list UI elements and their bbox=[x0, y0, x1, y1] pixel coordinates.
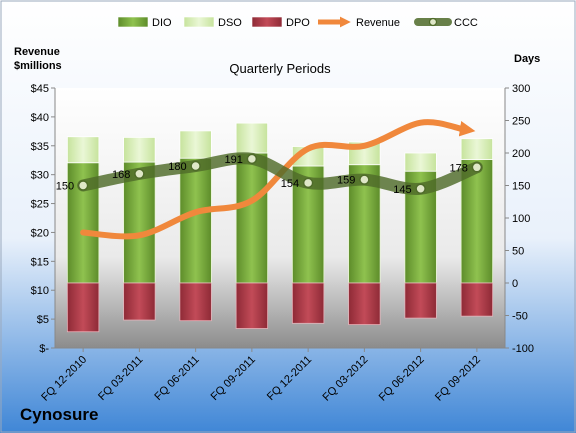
y-left-tick-label: $45 bbox=[31, 83, 49, 95]
y-right-axis: -100 -50 0 50 100 150 200 250 300 bbox=[504, 83, 534, 355]
y-right-label: Days bbox=[514, 53, 540, 65]
bar-dio bbox=[460, 159, 494, 284]
y-left-tick-label: $20 bbox=[31, 227, 49, 239]
bar-dpo bbox=[460, 282, 494, 317]
y-left-tick-label: $30 bbox=[31, 170, 49, 182]
ccc-point bbox=[77, 180, 89, 191]
ccc-data-label: 150 bbox=[56, 181, 74, 193]
legend-label-revenue: Revenue bbox=[356, 17, 400, 29]
y-right-tick-label: 50 bbox=[512, 246, 524, 258]
bar-dpo bbox=[66, 282, 100, 333]
y-left-label-line2: $millions bbox=[14, 60, 62, 72]
bar-dpo bbox=[235, 282, 269, 329]
ccc-point bbox=[134, 168, 145, 180]
bar-dio bbox=[179, 157, 212, 284]
bar-dio bbox=[235, 152, 269, 284]
y-left-tick-label: $15 bbox=[31, 256, 49, 268]
ccc-data-label: 191 bbox=[225, 154, 243, 166]
legend-marker-ccc bbox=[428, 17, 438, 27]
ccc-point bbox=[246, 153, 258, 165]
y-left-axis: $- $5 $10 $15 $20 $25 $30 $35 $40 $45 bbox=[31, 83, 56, 355]
ccc-point bbox=[190, 160, 201, 172]
ccc-data-label: 145 bbox=[393, 184, 411, 196]
ccc-point bbox=[471, 162, 483, 173]
bar-dso bbox=[66, 136, 100, 164]
y-right-tick-label: 300 bbox=[512, 83, 530, 95]
bar-dpo bbox=[348, 282, 381, 325]
bar-dso bbox=[123, 136, 156, 163]
company-name: Cynosure bbox=[20, 405, 98, 424]
y-left-label-line1: Revenue bbox=[14, 46, 60, 58]
ccc-point bbox=[359, 174, 370, 185]
ccc-series: 150 168 180 191 154 159 145 178 bbox=[56, 152, 483, 196]
y-left-tick-label: $25 bbox=[31, 199, 49, 211]
legend-swatch-dio bbox=[117, 16, 149, 28]
ccc-point bbox=[415, 183, 426, 194]
y-right-tick-label: 150 bbox=[512, 181, 530, 193]
bar-dpo bbox=[123, 282, 156, 321]
bar-dso bbox=[235, 122, 269, 154]
plot-area bbox=[55, 88, 505, 348]
legend-swatch-dso bbox=[183, 16, 215, 28]
ccc-data-label: 154 bbox=[281, 178, 299, 190]
bar-dio bbox=[123, 161, 156, 284]
legend: DIO DSO DPO Revenue CCC bbox=[117, 16, 478, 29]
y-right-tick-label: 100 bbox=[512, 213, 530, 225]
bar-dso bbox=[179, 130, 212, 159]
ccc-data-label: 180 bbox=[168, 161, 186, 173]
y-left-tick-label: $5 bbox=[37, 314, 49, 326]
ccc-point bbox=[302, 177, 314, 189]
legend-label-ccc: CCC bbox=[454, 17, 478, 29]
chart-title: Quarterly Periods bbox=[229, 61, 331, 76]
bar-dpo bbox=[179, 282, 212, 322]
legend-label-dio: DIO bbox=[152, 17, 172, 29]
y-right-tick-label: 200 bbox=[512, 148, 530, 160]
legend-label-dpo: DPO bbox=[286, 17, 310, 29]
y-left-tick-label: $40 bbox=[31, 112, 49, 124]
y-left-tick-label: $10 bbox=[31, 285, 49, 297]
bar-dso bbox=[460, 138, 494, 160]
ccc-data-label: 168 bbox=[112, 169, 130, 181]
y-right-tick-label: 250 bbox=[512, 116, 530, 128]
legend-swatch-dpo bbox=[251, 16, 283, 28]
legend-label-dso: DSO bbox=[218, 17, 242, 29]
ccc-data-label: 159 bbox=[337, 175, 355, 187]
y-right-tick-label: 0 bbox=[512, 278, 518, 290]
y-left-tick-label: $- bbox=[39, 343, 49, 355]
bar-dpo bbox=[404, 282, 437, 319]
ccc-data-label: 178 bbox=[450, 162, 468, 174]
y-left-tick-label: $35 bbox=[31, 141, 49, 153]
y-right-tick-label: -100 bbox=[512, 343, 534, 355]
y-right-tick-label: -50 bbox=[512, 311, 528, 323]
bar-dso bbox=[404, 152, 437, 172]
bar-dpo bbox=[291, 282, 325, 324]
